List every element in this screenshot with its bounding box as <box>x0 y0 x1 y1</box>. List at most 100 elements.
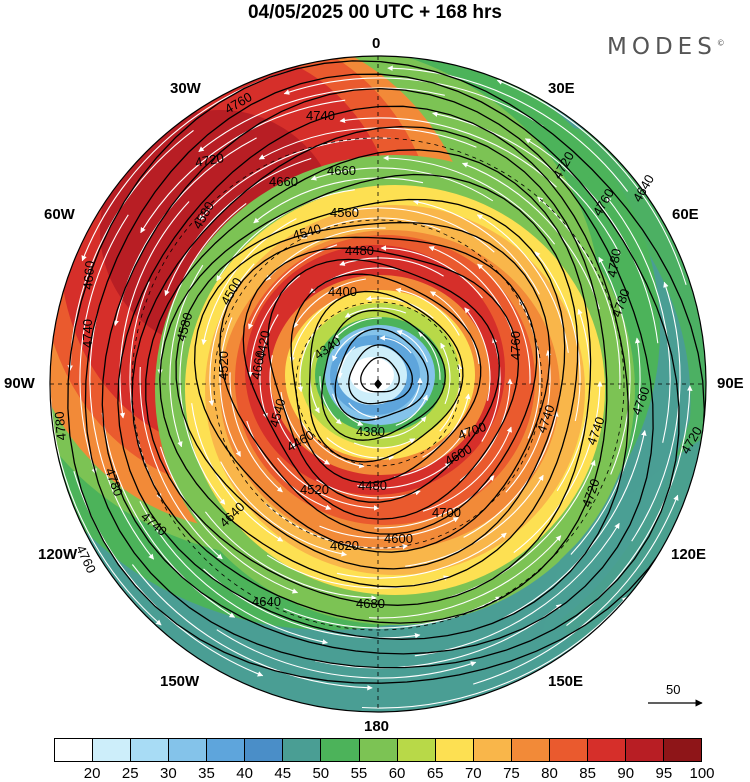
wind-streamline <box>319 517 459 539</box>
wind-streamline <box>339 257 444 277</box>
colorbar-cell <box>549 739 588 761</box>
lon-label-90w: 90W <box>4 375 35 392</box>
wind-streamline <box>310 167 494 202</box>
wind-streamline <box>67 129 194 371</box>
wind-streamline <box>337 346 356 379</box>
contour-label: 4660 <box>327 163 356 178</box>
contour-label: 4620 <box>330 538 359 553</box>
lon-label-30e: 30E <box>548 80 575 97</box>
lon-label-120e: 120E <box>671 546 707 563</box>
wind-streamline <box>336 532 507 579</box>
height-contour <box>193 221 551 553</box>
wind-streamline <box>395 287 460 336</box>
wind-streamline <box>598 256 631 475</box>
wind-streamline <box>405 474 544 567</box>
wind-streamline <box>179 334 226 505</box>
contour-label: 4540 <box>291 221 323 243</box>
height-contour <box>242 247 520 520</box>
wind-streamline <box>131 564 373 691</box>
height-contour <box>145 149 592 606</box>
lon-label-150w: 150W <box>160 673 200 690</box>
wind-streamline <box>461 162 601 310</box>
wind-streamline <box>201 218 297 345</box>
wind-streamline <box>246 420 332 510</box>
contour-label: 4420 <box>253 329 273 360</box>
wind-streamline <box>277 457 380 511</box>
lon-label-60e: 60E <box>672 206 699 223</box>
lon-label-60w: 60W <box>44 206 75 223</box>
colorbar-cell <box>625 739 664 761</box>
wind-streamline <box>464 307 491 401</box>
contour-label: 4580 <box>173 311 195 343</box>
height-contour <box>321 309 446 441</box>
colorbar-cell <box>397 739 436 761</box>
wind-streamline <box>89 313 155 560</box>
colorbar-cell <box>359 739 398 761</box>
wind-streamline <box>432 111 621 255</box>
colorbar-cell <box>55 739 94 761</box>
wind-streamline <box>503 430 647 619</box>
reference-vector-label: 50 <box>666 682 681 697</box>
colorbar-tick-label: 75 <box>503 765 520 782</box>
wind-streamline <box>229 372 283 493</box>
contour-label: 4540 <box>266 397 288 429</box>
wind-streamline <box>139 501 328 645</box>
height-contour <box>131 125 608 624</box>
map-title: 04/05/2025 00 UTC + 168 hrs <box>247 2 503 23</box>
contour-label: 4380 <box>356 424 385 439</box>
contour-label: 4740 <box>80 319 95 348</box>
colorbar-tick-label: 20 <box>83 765 101 782</box>
wind-streamline <box>413 199 540 295</box>
lon-label-30w: 30W <box>170 80 201 97</box>
wind-streamline <box>280 392 330 465</box>
wind-streamline <box>351 206 495 253</box>
wind-streamline <box>332 393 364 426</box>
wind-streamline <box>524 138 659 344</box>
wind-streamline <box>378 416 427 439</box>
wind-streamline <box>283 77 544 127</box>
lon-label-0: 0 <box>372 35 381 52</box>
colorbar-tick-label: 70 <box>464 765 482 782</box>
wind-streamline <box>365 295 434 319</box>
colorbar-cell <box>93 739 132 761</box>
height-contour <box>67 60 705 684</box>
wind-streamline <box>422 393 471 458</box>
wind-streamline <box>422 426 512 512</box>
lon-label-150e: 150E <box>548 673 584 690</box>
lon-label-120w: 120W <box>38 546 78 563</box>
colorbar-tick-label: 40 <box>236 765 253 782</box>
colorbar <box>54 738 702 762</box>
wind-streamline <box>418 331 441 380</box>
wind-streamline <box>247 275 301 378</box>
wind-streamline <box>216 629 477 679</box>
height-contour <box>334 328 429 421</box>
height-contour <box>101 87 654 655</box>
wind-streamline <box>631 281 681 542</box>
contour-label: 4700 <box>432 505 461 520</box>
wind-streamline <box>191 403 284 542</box>
wind-streamline <box>198 87 445 153</box>
wind-streamline <box>361 596 628 709</box>
lon-label-180: 180 <box>364 718 390 735</box>
wind-streamline <box>339 117 557 188</box>
wind-streamline <box>448 459 596 599</box>
contour-label: 4480 <box>345 243 374 258</box>
height-contour <box>290 273 482 484</box>
wind-streamline <box>259 314 279 419</box>
wind-streamline <box>300 420 365 469</box>
wind-streamline <box>139 366 223 560</box>
wind-streamline <box>332 330 365 362</box>
contour-label: 4660 <box>248 349 268 380</box>
wind-streamline <box>430 291 480 364</box>
wind-speed-fill <box>50 56 706 712</box>
wind-streamline <box>319 376 342 425</box>
wind-streamline <box>395 394 428 426</box>
wind-streamline <box>204 511 377 601</box>
height-contour <box>308 290 464 463</box>
wind-streamline <box>394 428 467 478</box>
wind-streamline <box>605 196 671 443</box>
colorbar-tick-label: 55 <box>350 765 368 782</box>
contour-label: 4660 <box>80 260 97 290</box>
contour-label: 4680 <box>356 596 385 611</box>
wind-streamline <box>208 263 255 407</box>
